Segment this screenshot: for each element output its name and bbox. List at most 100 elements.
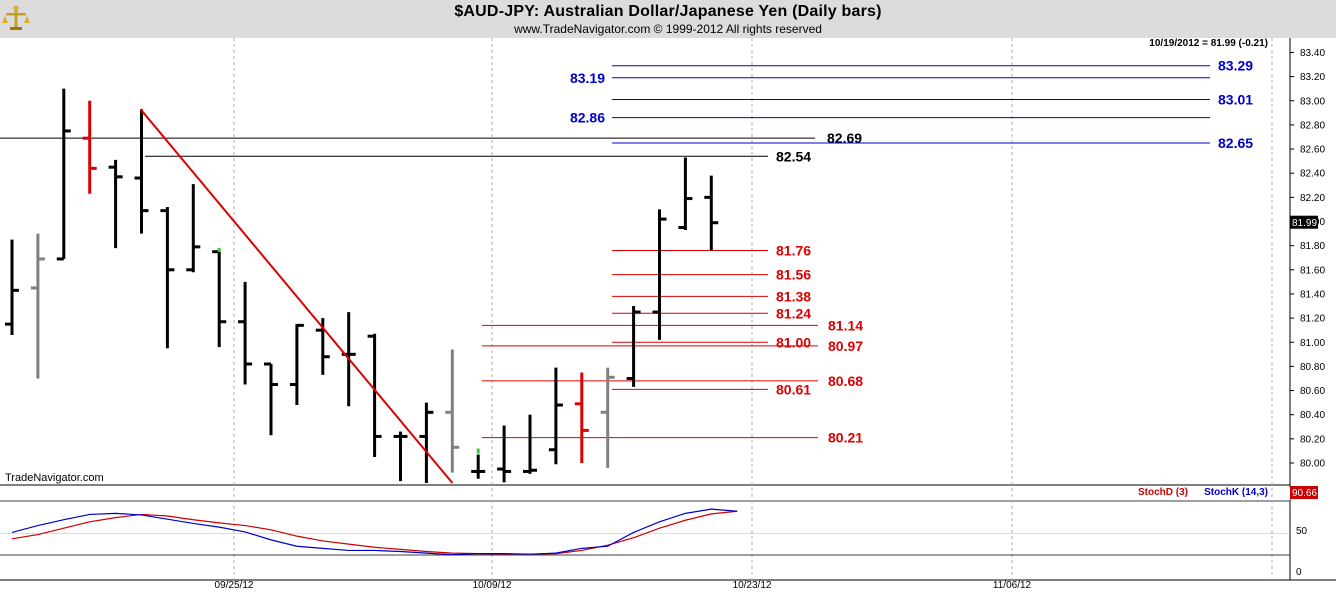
price-level: 81.38 [612,288,811,304]
price-level: 81.24 [612,305,811,321]
price-level-label: 82.65 [1218,135,1253,151]
ohlc-bars [5,88,719,483]
signal-marker [217,248,221,253]
ohlc-bar [264,362,278,436]
ohlc-bar [56,88,71,261]
date-tick-label: 10/09/12 [473,580,512,591]
price-tick-label: 80.80 [1300,362,1325,373]
signal-marker [476,448,480,454]
ohlc-bar [548,367,563,465]
ohlc-bar [134,109,149,234]
legend-stoch-d: StochD (3) [1138,487,1188,498]
ohlc-bar [5,239,19,336]
price-tick-label: 82.60 [1300,145,1325,156]
price-level-label: 81.38 [776,288,811,304]
price-level-label: 82.54 [776,148,811,164]
price-axis: 80.00 80.20 80.40 80.60 80.80 81.00 81.20 81.40… [1290,48,1325,470]
date-axis: 09/25/12 10/09/12 10/23/12 11/06/12 [215,580,1032,591]
stoch-tag-label: 90.66 [1292,488,1317,499]
ohlc-bar [704,175,719,251]
price-level-label: 83.29 [1218,58,1253,74]
price-tick-label: 83.20 [1300,72,1325,83]
price-level-label: 82.69 [827,130,862,146]
stoch-tick-label: 50 [1296,526,1308,537]
price-level-label: 80.97 [828,338,863,354]
price-level: 82.86 [570,110,1210,126]
price-tick-label: 82.40 [1300,169,1325,180]
price-tick-label: 80.60 [1300,386,1325,397]
price-level: 80.61 [612,381,811,397]
chart-subtitle: www.TradeNavigator.com © 1999-2012 All r… [514,22,822,36]
ohlc-bar [212,250,227,348]
ohlc-bar [186,184,201,273]
ohlc-bar [574,372,589,463]
price-tick-label: 81.60 [1300,265,1325,276]
date-tick-label: 10/23/12 [733,580,772,591]
ohlc-bar [471,454,486,479]
last-price-readout: 10/19/2012 = 81.99 (-0.21) [1149,38,1268,49]
stoch-tag-bg [1290,486,1318,499]
ohlc-bar [393,431,408,482]
trendline-group [139,108,454,484]
stoch-value-tag: 90.66 [1290,486,1318,499]
price-level: 83.01 [612,92,1253,108]
stoch-d-line [11,510,738,555]
price-level-label: 83.19 [570,70,605,86]
ohlc-bar [419,402,434,483]
gridlines [0,38,1336,581]
price-level-label: 81.00 [776,334,811,350]
price-level: 82.69 [0,130,862,146]
price-tick-label: 82.80 [1300,120,1325,131]
chart-header: $AUD-JPY: Australian Dollar/Japanese Yen… [0,0,1336,38]
price-level: 81.14 [482,317,863,333]
ohlc-bar [600,367,615,468]
ohlc-bar [238,281,253,385]
price-level: 80.68 [482,373,863,389]
price-level-label: 81.14 [828,317,863,333]
price-level-label: 81.24 [776,305,811,321]
legend-stoch-k: StochK (14,3) [1204,487,1268,498]
price-tick-label: 81.40 [1300,289,1325,300]
ohlc-bar [160,207,175,349]
price-level: 80.21 [482,430,863,446]
price-level-label: 81.76 [776,242,811,258]
stoch-k-line [11,508,738,556]
price-level: 83.29 [612,58,1253,74]
price-level-label: 80.68 [828,373,863,389]
price-level: 82.65 [612,135,1253,151]
price-level: 82.54 [145,148,811,164]
price-tick-label: 81.80 [1300,241,1325,252]
date-tick-label: 09/25/12 [215,580,254,591]
price-tick-label: 83.00 [1300,96,1325,107]
price-level-label: 81.56 [776,267,811,283]
price-level-label: 80.61 [776,381,811,397]
ohlc-bar [82,100,97,194]
ohlc-bar [523,414,537,474]
price-level: 81.56 [612,267,811,283]
ohlc-bar [30,233,45,379]
last-price-tag: 81.99 [1290,215,1318,229]
ohlc-bar [626,306,641,387]
price-level: 81.00 [612,334,811,350]
price-tick-label: 80.00 [1300,459,1325,470]
price-tick-label: 81.20 [1300,314,1325,325]
ohlc-bar [497,425,512,483]
price-tick-label: 82.20 [1300,193,1325,204]
price-level: 83.19 [570,70,1210,86]
chart-title: $AUD-JPY: Australian Dollar/Japanese Yen… [454,3,882,20]
price-level-label: 83.01 [1218,92,1253,108]
ohlc-bar [652,209,667,340]
date-tick-label: 11/06/12 [993,580,1032,591]
stochastics-panel: StochD (3)StochK (14,3)05010090.66 [0,485,1318,578]
stoch-header [0,487,1290,501]
price-level-label: 80.21 [828,430,863,446]
ohlc-bar [445,349,460,473]
last-price-tag-bg [1290,215,1318,229]
last-price-tag-label: 81.99 [1292,218,1317,229]
ohlc-bar [678,157,693,230]
price-level-label: 82.86 [570,110,605,126]
price-tick-label: 81.00 [1300,338,1325,349]
price-tick-label: 80.20 [1300,434,1325,445]
trendline [139,108,454,484]
